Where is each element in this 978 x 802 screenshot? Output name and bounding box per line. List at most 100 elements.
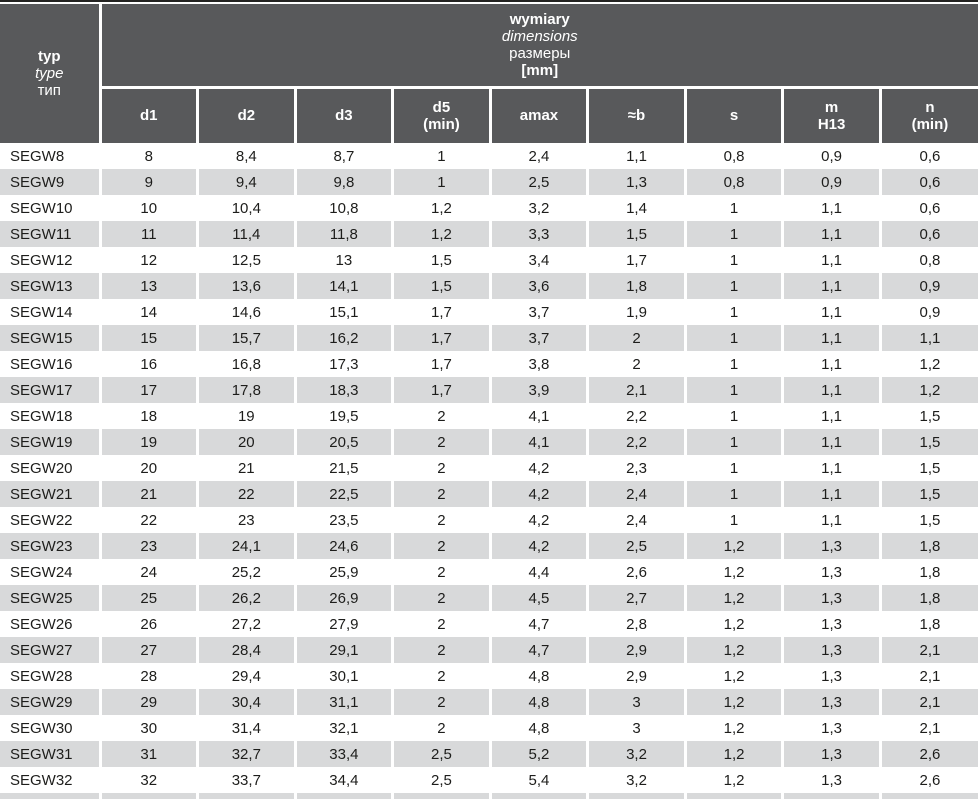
cell-m: 1,1 — [781, 273, 881, 299]
group-header-dimensions: wymiary dimensions размеры [mm] — [98, 4, 978, 89]
table-row: SEGW9 9 9,4 9,8 1 2,5 1,3 0,8 0,9 0,6 — [0, 169, 978, 195]
cell-amax: 3,3 — [488, 221, 588, 247]
table-row: SEGW15 15 15,7 16,2 1,7 3,7 2 1 1,1 1,1 — [0, 325, 978, 351]
cell-d1: 26 — [98, 611, 198, 637]
cell-d3: 22,5 — [293, 481, 393, 507]
cell-b: 2,9 — [586, 663, 686, 689]
cell-d3: 14,1 — [293, 273, 393, 299]
top-border — [0, 0, 978, 2]
cell-amax: 4,5 — [488, 585, 588, 611]
cell-d3: 13 — [293, 247, 393, 273]
column-header-d1: d1 — [98, 87, 198, 143]
cell-amax: 2,5 — [488, 169, 588, 195]
cell-b: 1,4 — [586, 195, 686, 221]
cell-d5: 2 — [391, 715, 491, 741]
cell-d3: 29,1 — [293, 637, 393, 663]
cell-d3: 8,7 — [293, 143, 393, 169]
column-header-m: m H13 — [781, 87, 881, 143]
cell-d1: 19 — [98, 429, 198, 455]
cell-s: 1,2 — [683, 741, 783, 767]
cutoff-cell — [0, 793, 100, 799]
cell-d3: 30,1 — [293, 663, 393, 689]
column-header-amax: amax — [488, 87, 588, 143]
cell-d1: 21 — [98, 481, 198, 507]
cell-d1: 8 — [98, 143, 198, 169]
cell-s: 1 — [683, 403, 783, 429]
cell-d5: 2 — [391, 585, 491, 611]
cell-d3: 24,6 — [293, 533, 393, 559]
cell-m: 1,3 — [781, 715, 881, 741]
cell-d5: 1 — [391, 169, 491, 195]
cell-s: 1,2 — [683, 533, 783, 559]
cell-amax: 4,1 — [488, 429, 588, 455]
table-row: SEGW14 14 14,6 15,1 1,7 3,7 1,9 1 1,1 0,9 — [0, 299, 978, 325]
cell-d2: 25,2 — [196, 559, 296, 585]
cell-typ: SEGW27 — [10, 641, 73, 659]
cell-typ: SEGW23 — [10, 537, 73, 555]
dimensions-table: typ type тип wymiary dimensions размеры … — [0, 4, 978, 799]
cell-d5: 1 — [391, 143, 491, 169]
cell-s: 0,8 — [683, 143, 783, 169]
cell-s: 1 — [683, 429, 783, 455]
cell-n: 0,9 — [878, 273, 978, 299]
cell-d3: 32,1 — [293, 715, 393, 741]
cell-m: 0,9 — [781, 143, 881, 169]
cutoff-cell — [586, 793, 686, 799]
cell-m: 1,3 — [781, 611, 881, 637]
cell-d1: 22 — [98, 507, 198, 533]
cell-d3: 9,8 — [293, 169, 393, 195]
cell-b: 1,9 — [586, 299, 686, 325]
cell-s: 1 — [683, 481, 783, 507]
cell-m: 1,3 — [781, 559, 881, 585]
cell-m: 1,1 — [781, 403, 881, 429]
cell-m: 1,3 — [781, 585, 881, 611]
column-header-d2: d2 — [196, 87, 296, 143]
cell-b: 2 — [586, 351, 686, 377]
cell-b: 1,7 — [586, 247, 686, 273]
cell-s: 1,2 — [683, 663, 783, 689]
table-row: SEGW21 21 22 22,5 2 4,2 2,4 1 1,1 1,5 — [0, 481, 978, 507]
cell-d1: 27 — [98, 637, 198, 663]
cell-n: 1,1 — [878, 325, 978, 351]
cell-s: 1 — [683, 325, 783, 351]
cell-amax: 5,2 — [488, 741, 588, 767]
cell-s: 1,2 — [683, 715, 783, 741]
cell-d2: 8,4 — [196, 143, 296, 169]
cell-b: 3,2 — [586, 767, 686, 793]
table-row: SEGW32 32 33,7 34,4 2,5 5,4 3,2 1,2 1,3 2,6 — [0, 767, 978, 793]
typ-label-pl: typ — [38, 48, 61, 65]
cell-d2: 16,8 — [196, 351, 296, 377]
cell-n: 0,6 — [878, 195, 978, 221]
cell-typ: SEGW19 — [10, 433, 73, 451]
cutoff-cell — [293, 793, 393, 799]
cutoff-cell — [196, 793, 296, 799]
cell-amax: 3,7 — [488, 299, 588, 325]
table-row: SEGW29 29 30,4 31,1 2 4,8 3 1,2 1,3 2,1 — [0, 689, 978, 715]
table-row: SEGW22 22 23 23,5 2 4,2 2,4 1 1,1 1,5 — [0, 507, 978, 533]
cutoff-cell — [878, 793, 978, 799]
cell-s: 1 — [683, 455, 783, 481]
cell-b: 2,2 — [586, 429, 686, 455]
cell-b: 2,4 — [586, 481, 686, 507]
cell-amax: 4,2 — [488, 533, 588, 559]
cell-d2: 33,7 — [196, 767, 296, 793]
cell-d1: 16 — [98, 351, 198, 377]
cell-s: 1,2 — [683, 585, 783, 611]
cell-d5: 1,5 — [391, 247, 491, 273]
cell-d5: 2 — [391, 429, 491, 455]
cell-amax: 4,1 — [488, 403, 588, 429]
cell-d2: 14,6 — [196, 299, 296, 325]
column-header-b: ≈b — [586, 87, 686, 143]
cell-s: 1,2 — [683, 767, 783, 793]
cell-b: 1,5 — [586, 221, 686, 247]
cell-typ: SEGW24 — [10, 563, 73, 581]
cell-d2: 27,2 — [196, 611, 296, 637]
cell-amax: 3,9 — [488, 377, 588, 403]
cell-d5: 2 — [391, 663, 491, 689]
cell-d2: 31,4 — [196, 715, 296, 741]
cell-amax: 3,2 — [488, 195, 588, 221]
cell-typ: SEGW11 — [10, 225, 72, 243]
cell-m: 1,3 — [781, 741, 881, 767]
cell-typ: SEGW16 — [10, 355, 73, 373]
